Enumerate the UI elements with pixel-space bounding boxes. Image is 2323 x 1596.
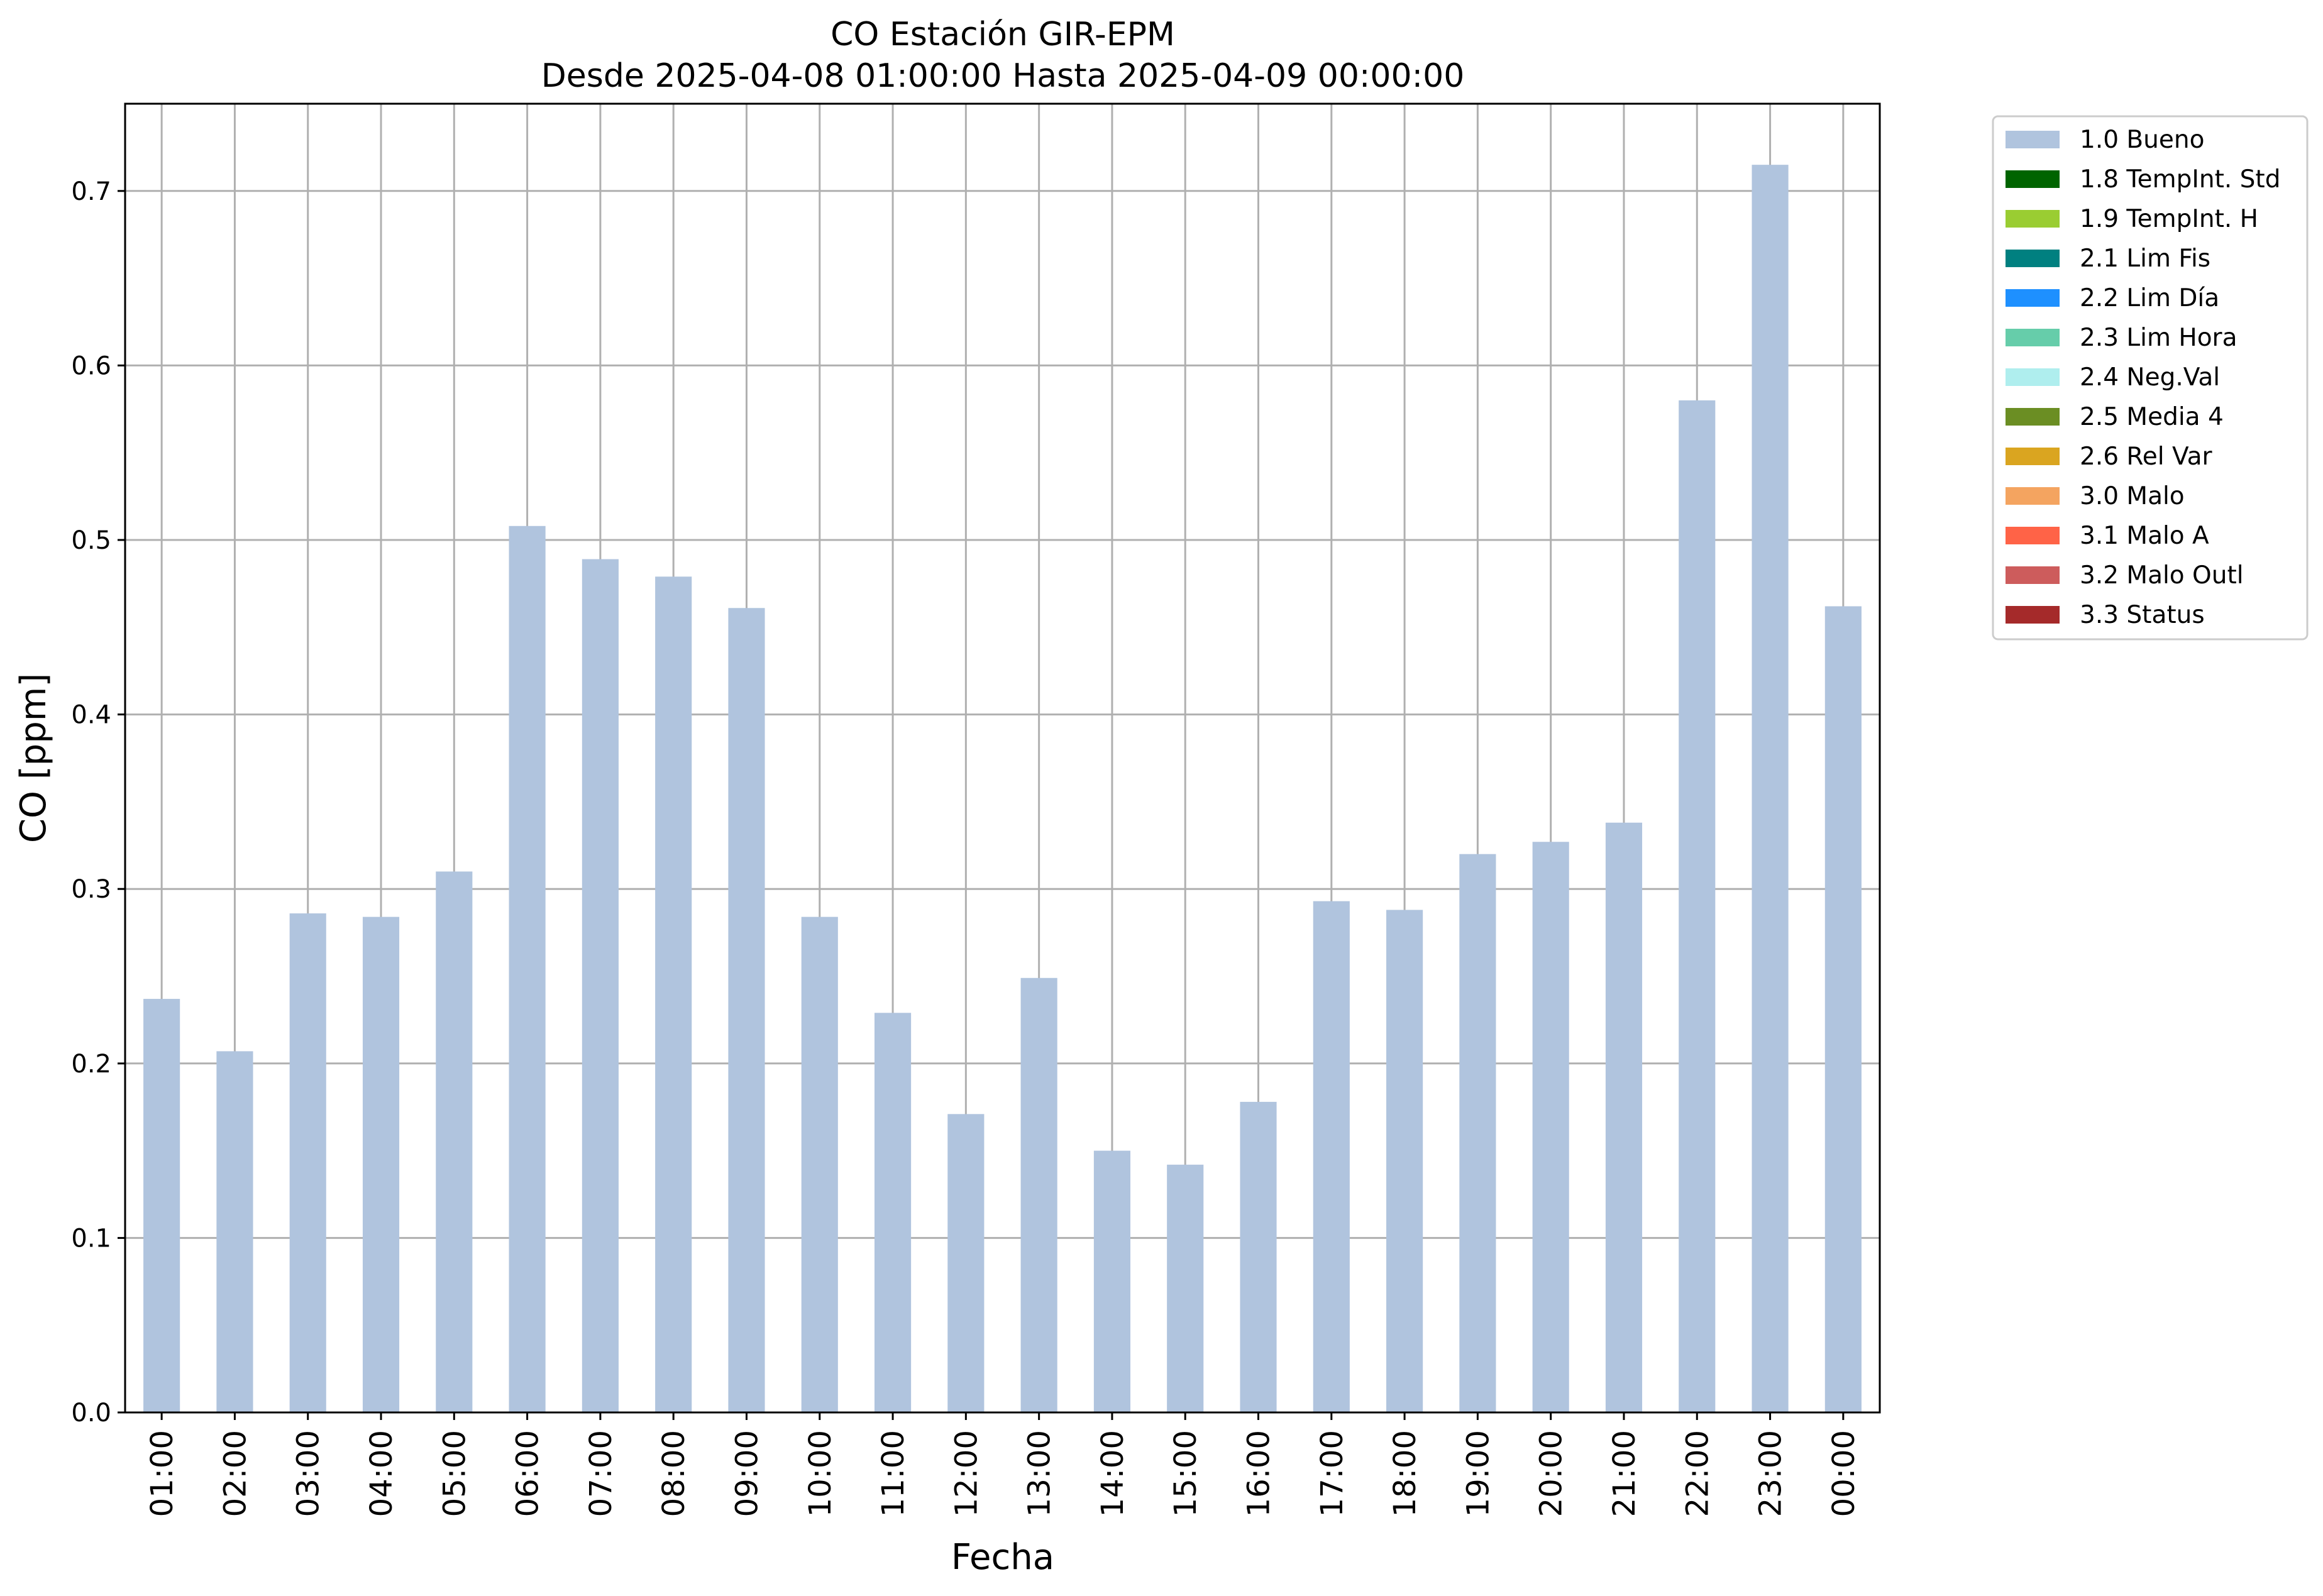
x-tick-label: 14:00 (1095, 1430, 1130, 1517)
legend-label: 2.1 Lim Fis (2080, 245, 2210, 273)
bar-2200 (1679, 400, 1716, 1413)
bar-0800 (655, 576, 692, 1412)
bar-1600 (1240, 1101, 1277, 1412)
x-tick-label: 01:00 (145, 1430, 180, 1517)
x-tick-label: 20:00 (1534, 1430, 1569, 1517)
x-tick-label: 11:00 (876, 1430, 911, 1517)
legend-frame (1992, 115, 2309, 641)
legend-swatch (2006, 289, 2060, 307)
y-tick-label: 0.7 (71, 177, 111, 206)
bar-0600 (509, 526, 546, 1412)
legend-label: 2.2 Lim Día (2080, 284, 2219, 312)
legend-swatch (2006, 170, 2060, 188)
x-tick-label: 17:00 (1315, 1430, 1350, 1517)
legend-swatch (2006, 448, 2060, 465)
legend-label: 2.3 Lim Hora (2080, 324, 2237, 352)
legend-label: 1.8 TempInt. Std (2080, 165, 2280, 194)
legend-label: 1.9 TempInt. H (2080, 205, 2258, 233)
bar-0000 (1824, 606, 1862, 1412)
legend-swatch (2006, 606, 2060, 624)
bar-2100 (1605, 822, 1643, 1412)
legend-label: 3.2 Malo Outl (2080, 561, 2244, 590)
legend-swatch (2006, 210, 2060, 228)
legend-swatch (2006, 527, 2060, 544)
legend-label: 3.0 Malo (2080, 482, 2185, 510)
bar-0100 (143, 999, 180, 1412)
x-tick-label: 00:00 (1826, 1430, 1862, 1517)
bar-0400 (362, 916, 400, 1412)
x-tick-label: 07:00 (583, 1430, 619, 1517)
plot-frame (124, 102, 1881, 1414)
y-axis-ticks: 0.0 0.1 0.2 0.3 0.4 0.5 0.6 0.7 (71, 177, 125, 1428)
bar-0900 (728, 608, 765, 1413)
bar-1800 (1386, 910, 1423, 1412)
y-tick-label: 0.0 (71, 1399, 111, 1428)
y-tick-label: 0.1 (71, 1224, 111, 1253)
x-tick-label: 22:00 (1680, 1430, 1715, 1517)
x-tick-label: 05:00 (437, 1430, 472, 1517)
legend-swatch (2006, 250, 2060, 267)
legend-swatch (2006, 131, 2060, 148)
y-tick-label: 0.5 (71, 526, 111, 555)
y-axis-label: CO [ppm] (13, 673, 54, 843)
legend-label: 2.6 Rel Var (2080, 443, 2213, 471)
x-tick-label: 09:00 (729, 1430, 764, 1517)
bar-1200 (947, 1114, 985, 1412)
bar-1700 (1313, 901, 1350, 1412)
chart-title: CO Estación GIR-EPM (830, 16, 1175, 53)
chart-subtitle: Desde 2025-04-08 01:00:00 Hasta 2025-04-… (541, 57, 1465, 95)
x-axis-ticks: 01:00 02:00 03:00 04:00 05:00 06:00 07:00 08:00… (145, 1412, 1862, 1517)
y-tick-label: 0.3 (71, 875, 111, 904)
x-tick-label: 16:00 (1242, 1430, 1277, 1517)
y-tick-label: 0.4 (71, 701, 111, 730)
legend-label: 2.5 Media 4 (2080, 403, 2224, 431)
legend: 1.0 Bueno 1.8 TempInt. Std 1.9 TempInt. H 2… (1992, 115, 2309, 641)
legend-swatch (2006, 408, 2060, 426)
legend-swatch (2006, 329, 2060, 346)
x-axis-label: Fecha (951, 1537, 1054, 1578)
legend-label: 2.4 Neg.Val (2080, 363, 2220, 392)
bar-0700 (582, 559, 619, 1412)
legend-label: 3.1 Malo A (2080, 522, 2209, 550)
y-tick-label: 0.6 (71, 351, 111, 380)
bar-1100 (874, 1013, 912, 1412)
bar-0200 (216, 1051, 253, 1412)
x-tick-label: 03:00 (291, 1430, 326, 1517)
legend-label: 1.0 Bueno (2080, 126, 2204, 154)
x-tick-label: 18:00 (1388, 1430, 1423, 1517)
legend-swatch (2006, 487, 2060, 505)
legend-label: 3.3 Status (2080, 601, 2205, 629)
legend-swatch (2006, 368, 2060, 386)
x-tick-label: 15:00 (1168, 1430, 1203, 1517)
x-tick-label: 19:00 (1460, 1430, 1496, 1517)
x-tick-label: 23:00 (1753, 1430, 1789, 1517)
bar-1400 (1093, 1150, 1131, 1412)
x-tick-label: 12:00 (949, 1430, 984, 1517)
x-tick-label: 10:00 (803, 1430, 838, 1517)
bar-1300 (1020, 977, 1057, 1412)
bars (143, 165, 1862, 1413)
x-tick-label: 04:00 (364, 1430, 399, 1517)
x-tick-label: 06:00 (510, 1430, 546, 1517)
bar-0300 (289, 913, 326, 1412)
bar-1900 (1459, 854, 1496, 1412)
bar-0500 (436, 871, 473, 1412)
x-tick-label: 02:00 (218, 1430, 253, 1517)
x-tick-label: 13:00 (1022, 1430, 1057, 1517)
bar-2000 (1532, 842, 1569, 1412)
x-tick-label: 08:00 (656, 1430, 692, 1517)
x-tick-label: 21:00 (1607, 1430, 1642, 1517)
bar-2300 (1752, 165, 1789, 1412)
legend-swatch (2006, 566, 2060, 584)
bar-1000 (801, 916, 838, 1412)
bar-1500 (1167, 1164, 1204, 1412)
y-tick-label: 0.2 (71, 1050, 111, 1079)
